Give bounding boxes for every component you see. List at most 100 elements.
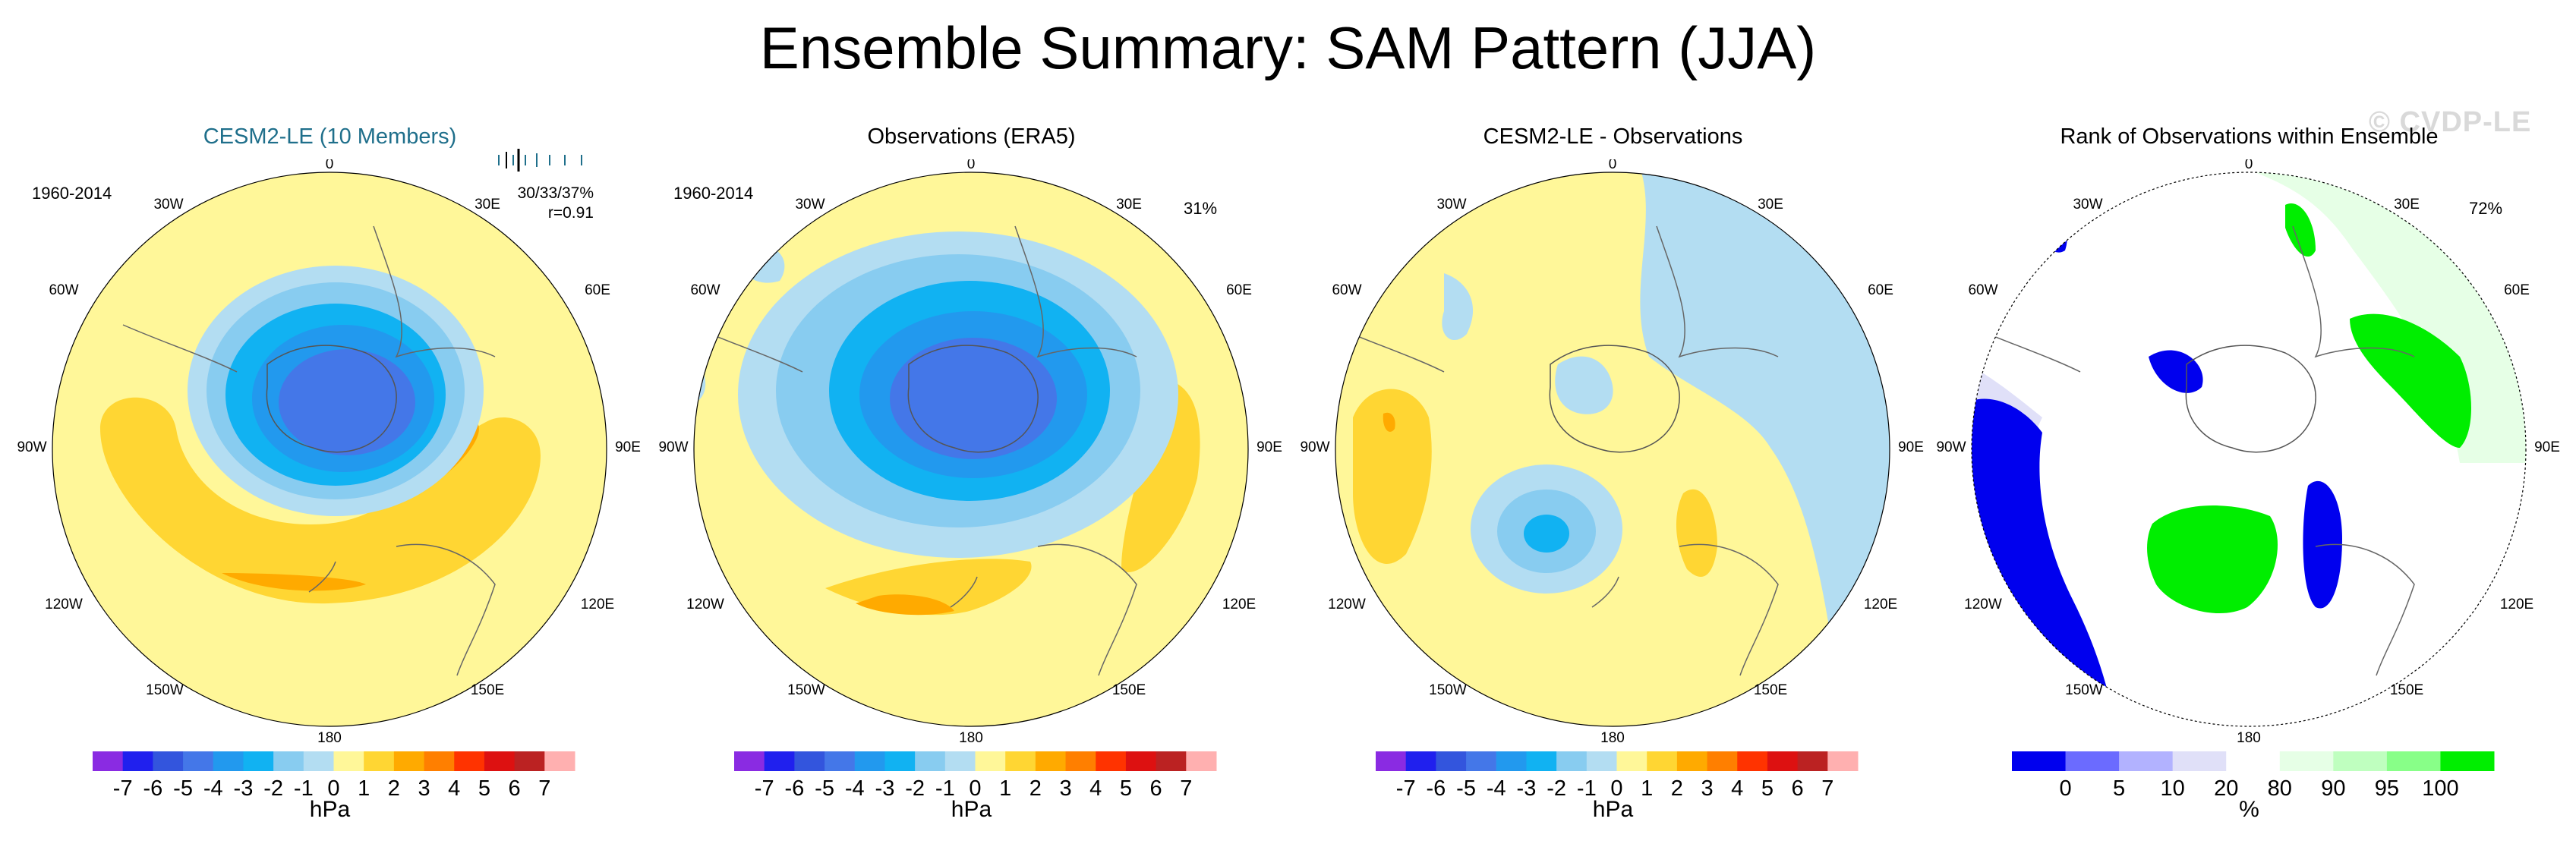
colorbar-tick-label: -2 [263, 776, 283, 797]
map-boundary [52, 172, 607, 727]
map-boundary [1335, 172, 1890, 727]
colorbar-tick-label: 2 [388, 776, 400, 797]
lon-label: 60W [690, 282, 720, 298]
lon-label: 120W [1328, 597, 1366, 612]
colorbar-swatch [1737, 751, 1768, 771]
lon-label: 180 [2237, 730, 2261, 744]
coastline-new-zealand [950, 576, 978, 608]
lon-label: 30W [795, 197, 825, 213]
colorbar-swatch [1676, 751, 1708, 771]
colorbar-tick-label: 1 [1641, 776, 1653, 797]
rank-above-95-east [2350, 313, 2471, 448]
colorbar-tick-label: 6 [509, 776, 521, 797]
colorbar-swatch [975, 751, 1006, 771]
lon-label: 150W [2065, 682, 2103, 698]
coastline-africa [1014, 225, 1137, 358]
colorbar-tick-label: 100 [2422, 776, 2458, 797]
colorbar-tick-label: 3 [1059, 776, 1071, 797]
colorbar-tick-label: 20 [2214, 776, 2238, 797]
colorbar-swatch [213, 751, 244, 771]
negative-anomaly-west [694, 342, 706, 402]
lon-label: 60W [49, 282, 78, 298]
sam-map-cesm2: 0 30E 60E 90E 120E 150E 180 150W 120W 90… [17, 159, 640, 744]
colorbar-swatch [514, 751, 545, 771]
panel-title: CESM2-LE (10 Members) [203, 124, 457, 149]
colorbar-tick-label: 5 [1761, 776, 1774, 797]
colorbar-swatch [854, 751, 885, 771]
lon-label: 90W [658, 439, 688, 455]
page-title: Ensemble Summary: SAM Pattern (JJA) [759, 14, 1817, 81]
coastline-australia [1679, 543, 1779, 676]
colorbar-swatch [825, 751, 856, 771]
colorbar: -7 -6 -5 -4 -3 -2 -1 0 1 2 3 4 5 6 7 [734, 751, 1217, 797]
positive-core-anomaly [1383, 412, 1395, 432]
colorbar-swatch [1065, 751, 1096, 771]
sam-map-era5: 0 30E 60E 90E 120E 150E 180 150W 120W 90… [658, 159, 1282, 744]
pattern-stat-percent: 72% [2469, 199, 2503, 218]
colorbar-tick-label: 7 [538, 776, 550, 797]
lon-label: 0 [1609, 159, 1617, 172]
lon-label: 60W [1332, 282, 1361, 298]
positive-core-anomaly [222, 573, 366, 591]
lon-label: 0 [967, 159, 976, 172]
colorbar-swatch [183, 751, 214, 771]
coastline-australia [2315, 543, 2415, 676]
colorbar-swatch [1827, 751, 1859, 771]
lon-label: 120W [686, 597, 724, 612]
period-label: 1960-2014 [32, 184, 112, 203]
colorbar-swatch [915, 751, 946, 771]
lon-label: 150E [1112, 682, 1146, 698]
colorbar-swatch [484, 751, 516, 771]
panel-title: Observations (ERA5) [867, 124, 1076, 149]
lon-label: 150E [2390, 682, 2423, 698]
colorbar-swatch [2440, 751, 2495, 771]
colorbar-tick-label: 90 [2321, 776, 2345, 797]
colorbar-tick-label: 4 [1089, 776, 1102, 797]
lon-label: 120W [45, 597, 83, 612]
coastline-south-america [122, 324, 238, 373]
longitude-labels: 0 30E 60E 90E 120E 150E 180 150W 120W 90… [658, 159, 1282, 744]
lon-label: 180 [317, 730, 342, 744]
colorbar-swatch [1405, 751, 1436, 771]
rank-above-95-antarctic [2147, 505, 2278, 614]
negative-anomaly-antarctic [1555, 356, 1613, 414]
colorbar: 0 5 10 20 80 90 95 100 [2012, 751, 2495, 797]
colorbar-tick-label: -2 [1547, 776, 1566, 797]
lon-label: 150E [1754, 682, 1787, 698]
lon-label: 60E [2504, 282, 2530, 298]
lon-label: 0 [2245, 159, 2253, 172]
colorbar-tick-label: -2 [905, 776, 925, 797]
sam-map-difference: 0 30E 60E 90E 120E 150E 180 150W 120W 90… [1300, 159, 1924, 744]
panel-title: Rank of Observations within Ensemble [2060, 124, 2439, 149]
colorbar-swatch [1526, 751, 1557, 771]
lon-label: 180 [959, 730, 983, 744]
colorbar-tick-label: 4 [448, 776, 460, 797]
colorbar-swatch [1797, 751, 1828, 771]
lon-label: 120E [581, 597, 614, 612]
lon-label: 90W [1300, 439, 1329, 455]
colorbar-tick-label: 3 [418, 776, 430, 797]
lon-label: 90E [1898, 439, 1924, 455]
lon-label: 60E [585, 282, 610, 298]
colorbar-swatch [2226, 751, 2281, 771]
lon-label: 90E [2534, 439, 2560, 455]
lon-label: 150W [146, 682, 184, 698]
colorbar-swatch [1035, 751, 1067, 771]
colorbar-swatch [1496, 751, 1527, 771]
colorbar-swatch [2119, 751, 2174, 771]
colorbar-swatch [364, 751, 395, 771]
colorbar-tick-label: 95 [2375, 776, 2399, 797]
positive-anomaly-east [1121, 379, 1200, 572]
colorbar-swatch [2012, 751, 2067, 771]
colorbar-tick-label: -1 [1577, 776, 1597, 797]
lon-label: 120E [1222, 597, 1256, 612]
negative-anomaly-small [1442, 273, 1474, 341]
lon-label: 120E [1864, 597, 1897, 612]
colorbar-tick-label: 0 [2059, 776, 2071, 797]
colorbar-tick-label: -4 [1487, 776, 1506, 797]
coastline-antarctica [2185, 345, 2316, 453]
colorbar-tick-label: -1 [294, 776, 314, 797]
lon-label: 30E [1116, 197, 1142, 213]
colorbar-swatch [1096, 751, 1127, 771]
longitude-labels: 0 30E 60E 90E 120E 150E 180 150W 120W 90… [17, 159, 640, 744]
